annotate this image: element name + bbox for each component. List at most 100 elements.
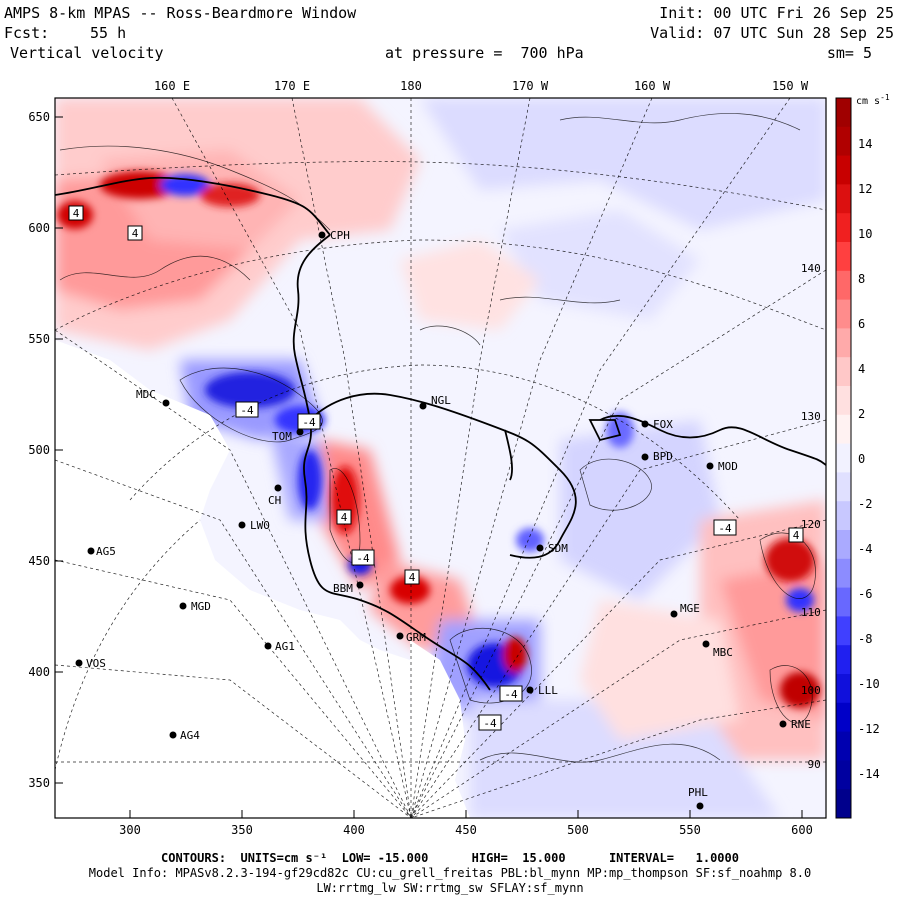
svg-text:4: 4 [409, 571, 416, 584]
contour-boxes [68, 205, 804, 731]
svg-text:TOM: TOM [272, 430, 292, 443]
top-longitude-labels: 160 E 170 E 180 170 W 160 W 150 W [154, 79, 809, 93]
smoothing: sm= 5 [826, 44, 872, 62]
svg-text:350: 350 [231, 823, 253, 837]
valid-time: Valid: 07 UTC Sun 28 Sep 25 [650, 24, 894, 42]
svg-text:-4: -4 [240, 404, 254, 417]
svg-text:VOS: VOS [86, 657, 106, 670]
svg-text:350: 350 [28, 776, 50, 790]
svg-text:CH: CH [268, 494, 281, 507]
colorbar-swatch [836, 558, 851, 589]
svg-text:LLL: LLL [538, 684, 558, 697]
colorbar-swatch [836, 213, 851, 243]
colorbar-swatch [836, 126, 851, 157]
colorbar-swatch [836, 731, 851, 761]
x-tick-labels: 300 350 400 450 500 550 600 [119, 823, 813, 837]
colorbar-swatch [836, 357, 851, 387]
map-frame [54, 97, 827, 819]
svg-text:PHL: PHL [688, 786, 708, 799]
svg-text:-6: -6 [858, 587, 872, 601]
contours-info: CONTOURS: UNITS=cm s⁻¹ LOW= -15.000 HIGH… [161, 851, 739, 865]
colorbar [835, 97, 852, 819]
svg-text:4: 4 [132, 227, 139, 240]
colorbar-swatch [836, 414, 851, 445]
svg-text:6: 6 [858, 317, 865, 331]
coastline [55, 176, 826, 691]
svg-text:-4: -4 [858, 542, 872, 556]
title: AMPS 8-km MPAS -- Ross-Beardmore Window [4, 4, 357, 22]
colorbar-swatch [836, 472, 851, 502]
y-tick-labels: 650 600 550 500 450 400 350 [28, 110, 50, 790]
colorbar-swatch [836, 155, 851, 185]
svg-text:-10: -10 [858, 677, 880, 691]
svg-text:600: 600 [791, 823, 813, 837]
field-name: Vertical velocity [10, 44, 164, 62]
svg-text:4: 4 [341, 511, 348, 524]
colorbar-swatch [836, 645, 851, 675]
colorbar-swatch [836, 270, 851, 301]
svg-text:450: 450 [28, 554, 50, 568]
colorbar-swatch [836, 702, 851, 733]
colorbar-swatch [836, 299, 851, 329]
colorbar-labels: cm s-1 14 12 10 8 6 4 2 0 -2 -4 -6 -8 -1… [856, 93, 890, 781]
edge-longitude-labels: 140 W 130 W 120 W 110 W 100 W 90 W [801, 262, 834, 771]
svg-text:AG1: AG1 [275, 640, 295, 653]
terrain-mask [55, 340, 411, 818]
colorbar-swatch [836, 501, 851, 531]
svg-text:12: 12 [858, 182, 872, 196]
colorbar-swatch [836, 587, 851, 617]
svg-text:MDC: MDC [136, 388, 156, 401]
physics-info: LW:rrtmg_lw SW:rrtmg_sw SFLAY:sf_mynn [316, 881, 584, 895]
station-markers [75, 231, 787, 810]
pressure-level: at pressure = 700 hPa [385, 44, 584, 62]
svg-text:-12: -12 [858, 722, 880, 736]
svg-text:600: 600 [28, 221, 50, 235]
graticule [55, 98, 826, 818]
svg-text:4: 4 [858, 362, 865, 376]
svg-text:-4: -4 [483, 717, 497, 730]
svg-text:0: 0 [858, 452, 865, 466]
colorbar-swatch [836, 616, 851, 646]
svg-text:BPD: BPD [653, 450, 673, 463]
svg-text:-4: -4 [504, 688, 518, 701]
svg-text:100 W: 100 W [801, 684, 834, 697]
colorbar-swatch [836, 328, 851, 358]
svg-text:120 W: 120 W [801, 518, 834, 531]
svg-text:170 E: 170 E [274, 79, 310, 93]
terrain-mask-2 [410, 640, 470, 818]
init-time: Init: 00 UTC Fri 26 Sep 25 [659, 4, 894, 22]
colorbar-frame [835, 97, 852, 819]
svg-text:400: 400 [343, 823, 365, 837]
svg-text:MBC: MBC [713, 646, 733, 659]
svg-text:GRM: GRM [406, 631, 426, 644]
svg-text:8: 8 [858, 272, 865, 286]
model-info: Model Info: MPASv8.2.3-194-gf29cd82c CU:… [88, 866, 812, 880]
svg-text:2: 2 [858, 407, 865, 421]
station-labels: CPH MDC NGL FOX BPD MOD TOM LWO AG5 MGD … [86, 229, 811, 799]
axis-ticks [55, 116, 803, 818]
svg-text:500: 500 [567, 823, 589, 837]
colorbar-swatch [836, 443, 851, 473]
svg-text:160 W: 160 W [634, 79, 671, 93]
svg-text:140 W: 140 W [801, 262, 834, 275]
svg-text:cm s-1: cm s-1 [856, 93, 890, 107]
contour-box-labels: 4 4 -4 -4 4 -4 4 -4 4 -4 -4 [73, 207, 800, 730]
forecast-label: Fcst: [4, 24, 50, 42]
svg-text:4: 4 [73, 207, 80, 220]
svg-text:400: 400 [28, 665, 50, 679]
svg-text:4: 4 [793, 529, 800, 542]
svg-text:CPH: CPH [330, 229, 350, 242]
svg-text:-2: -2 [858, 497, 872, 511]
svg-text:RNE: RNE [791, 718, 811, 731]
svg-text:SDM: SDM [548, 542, 568, 555]
colorbar-swatch [836, 98, 851, 128]
svg-text:650: 650 [28, 110, 50, 124]
svg-text:14: 14 [858, 137, 872, 151]
svg-text:110 W: 110 W [801, 606, 834, 619]
svg-text:-4: -4 [718, 522, 732, 535]
svg-text:150 W: 150 W [772, 79, 809, 93]
svg-text:MGE: MGE [680, 602, 700, 615]
svg-text:550: 550 [679, 823, 701, 837]
colorbar-swatch [836, 530, 851, 560]
